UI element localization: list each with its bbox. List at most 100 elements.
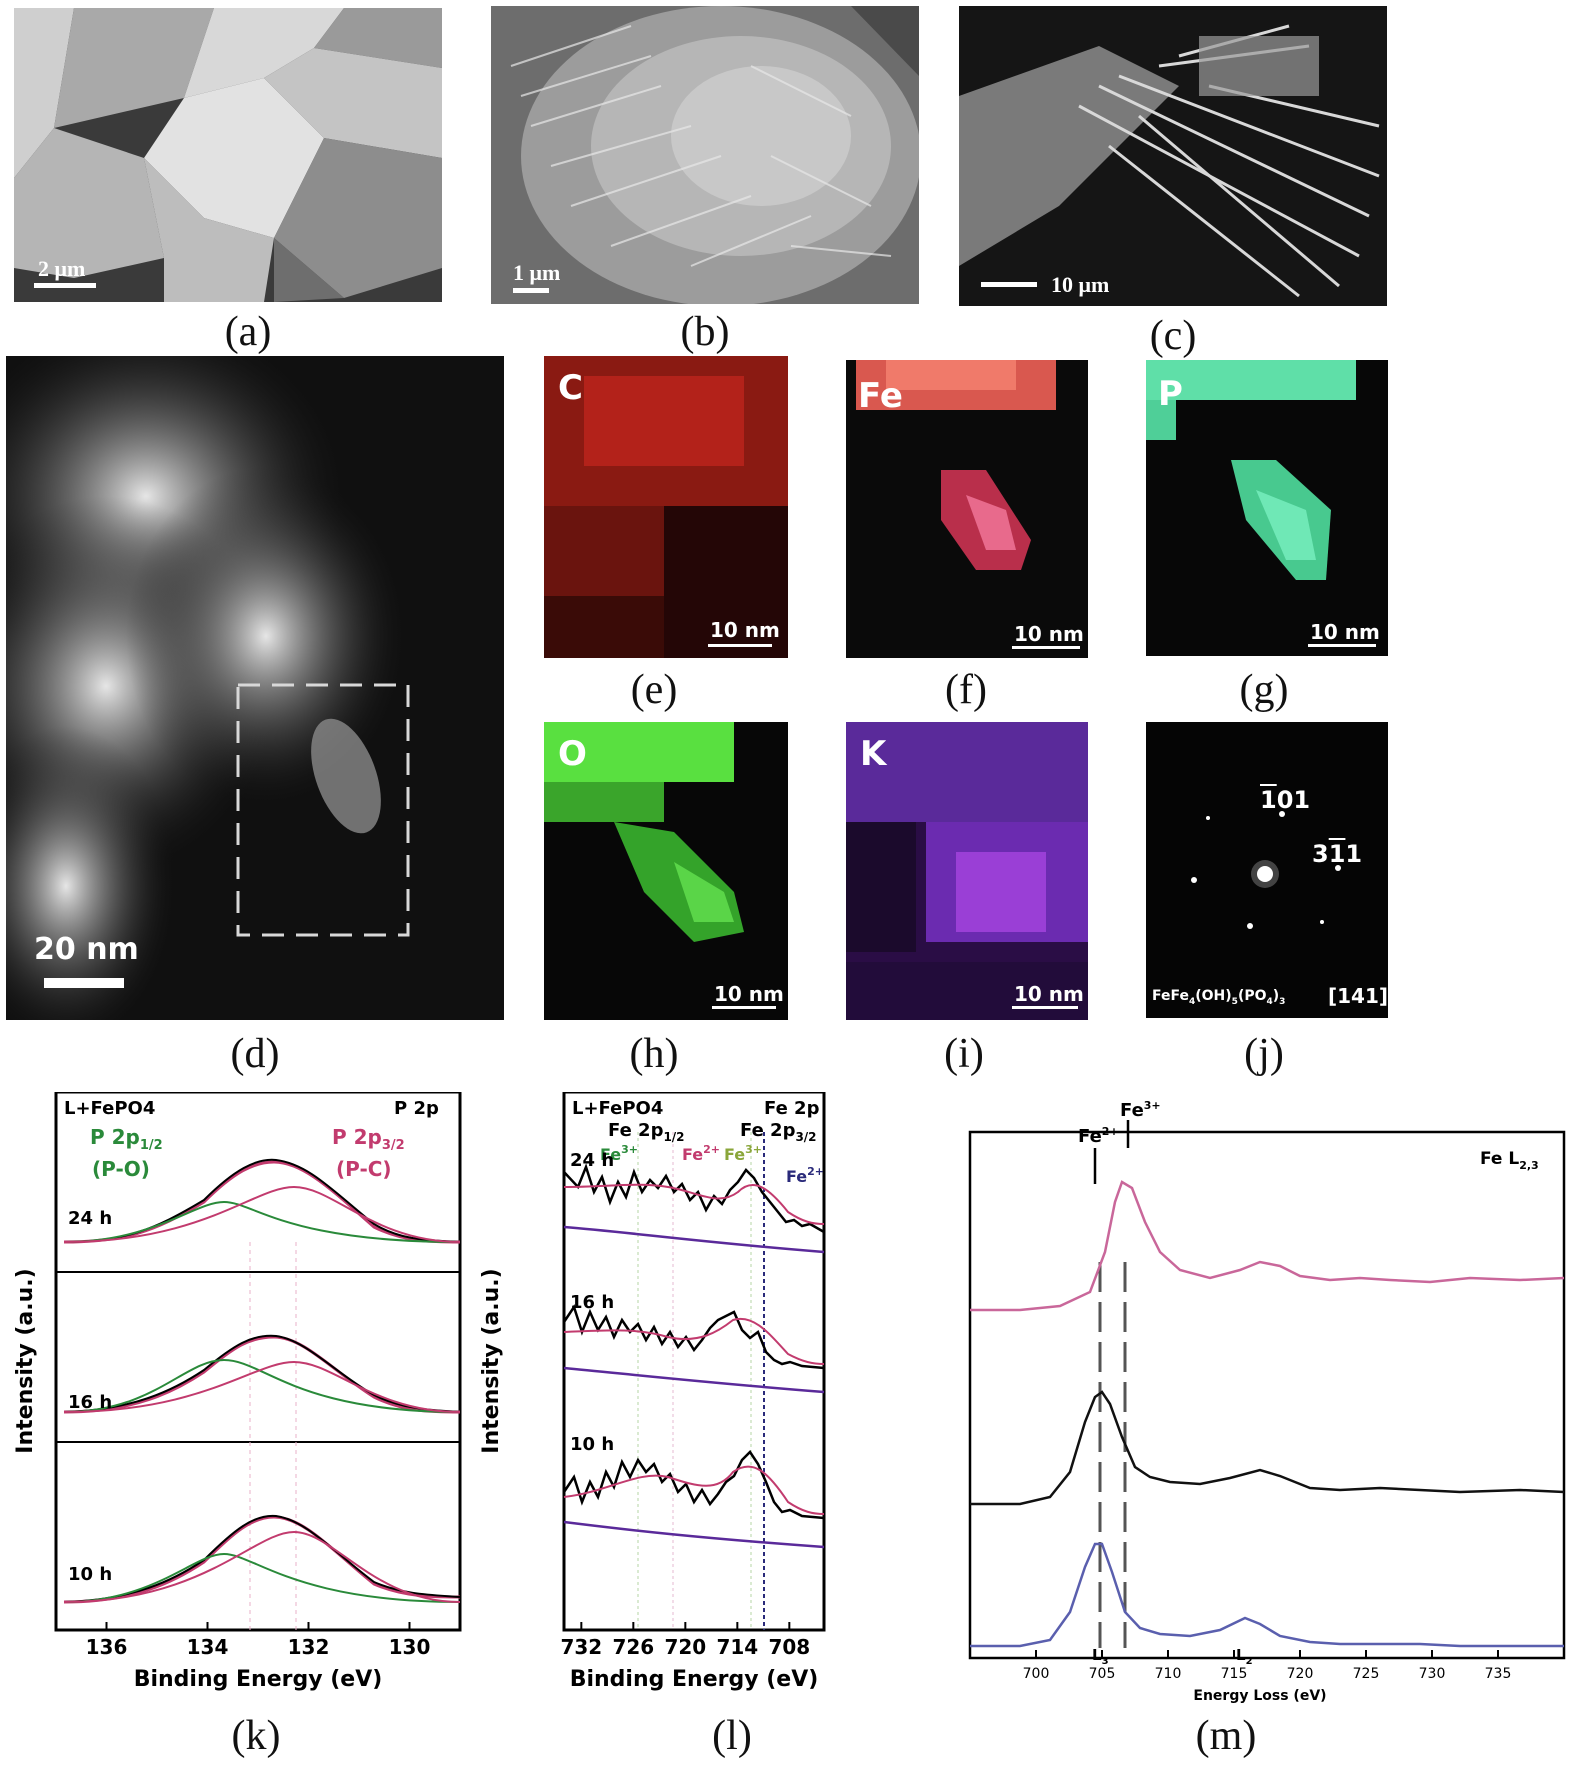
xtick-label: 708 bbox=[768, 1635, 810, 1659]
xps-chart-fe2p: L+FePO4 Fe 2p Fe 2p1/2 Fe 2p3/2 Fe3+ Fe2… bbox=[479, 1092, 826, 1692]
scale-bar-c bbox=[981, 282, 1037, 287]
k-ylabel: Intensity (a.u.) bbox=[13, 1268, 38, 1453]
xtick-label: 715 bbox=[1221, 1666, 1248, 1682]
xtick-label: 714 bbox=[716, 1635, 758, 1659]
xtick-label: 720 bbox=[664, 1635, 706, 1659]
xtick-label: 725 bbox=[1353, 1666, 1380, 1682]
l-annot-fe2p12: Fe 2p1/2 bbox=[608, 1120, 685, 1144]
caption-j: (j) bbox=[1244, 1031, 1284, 1077]
m-curves bbox=[970, 1180, 1565, 1648]
caption-g: (g) bbox=[1239, 667, 1289, 713]
scale-label-c: 10 μm bbox=[1051, 272, 1110, 297]
xps-chart-p2p: L+FePO4 P 2p P 2p1/2 (P-O) P 2p3/2 (P-C)… bbox=[13, 1092, 462, 1692]
k-xlabel: Binding Energy (eV) bbox=[134, 1667, 383, 1692]
m-annot-fe3: Fe3+ bbox=[1120, 1099, 1161, 1121]
element-label-p: P bbox=[1158, 374, 1183, 414]
scale-label-e: 10 nm bbox=[710, 618, 780, 642]
sem-b-fibers bbox=[491, 6, 919, 304]
caption-b: (b) bbox=[680, 309, 730, 355]
scale-label-h: 10 nm bbox=[714, 982, 784, 1006]
saed-pattern-j: 101 311 FeFe4(OH)5(PO4)3 [141] bbox=[1146, 722, 1388, 1018]
m-annot-fe2: Fe2+ bbox=[1078, 1125, 1119, 1147]
xtick-label: 705 bbox=[1089, 1666, 1116, 1682]
l-annot-fe2p32: Fe 2p3/2 bbox=[740, 1120, 817, 1144]
scale-label-i: 10 nm bbox=[1014, 982, 1084, 1006]
k-series-label-1: 16 h bbox=[68, 1392, 112, 1413]
spot-label-2: 311 bbox=[1312, 840, 1363, 868]
scale-bar-b bbox=[513, 288, 549, 293]
stem-d-particles bbox=[6, 356, 504, 1020]
m-annot-l3: L3 bbox=[1092, 1646, 1109, 1667]
scale-bar-g bbox=[1308, 644, 1376, 647]
zone-axis-label: [141] bbox=[1328, 984, 1388, 1008]
l-title-left: L+FePO4 bbox=[572, 1098, 663, 1119]
xtick-label: 132 bbox=[288, 1635, 330, 1659]
scale-label-d: 20 nm bbox=[34, 932, 139, 967]
eds-map-o-signal bbox=[544, 722, 788, 1020]
spot-label-1: 101 bbox=[1260, 786, 1311, 814]
caption-i: (i) bbox=[944, 1031, 984, 1077]
scale-label-b: 1 μm bbox=[513, 260, 561, 285]
l-curves bbox=[562, 1163, 825, 1549]
scale-label-f: 10 nm bbox=[1014, 622, 1084, 646]
l-ylabel: Intensity (a.u.) bbox=[479, 1268, 504, 1453]
sem-c-needles bbox=[959, 6, 1387, 306]
m-xticks: 700 705 710 715 720 725 730 735 bbox=[1023, 1650, 1512, 1682]
eds-map-p: P 10 nm bbox=[1146, 360, 1388, 656]
xtick-label: 726 bbox=[612, 1635, 654, 1659]
saed-spots bbox=[1146, 722, 1388, 1018]
element-label-o: O bbox=[558, 734, 587, 774]
caption-e: (e) bbox=[630, 667, 678, 713]
scale-label-a: 2 μm bbox=[38, 256, 86, 281]
k-curves bbox=[63, 1158, 461, 1604]
caption-c: (c) bbox=[1149, 313, 1197, 359]
l-xlabel: Binding Energy (eV) bbox=[570, 1667, 819, 1692]
formula-label: FeFe4(OH)5(PO4)3 bbox=[1152, 988, 1286, 1007]
scale-bar-f bbox=[1012, 646, 1080, 649]
element-label-c: C bbox=[558, 368, 583, 408]
scale-bar-h bbox=[712, 1006, 776, 1009]
l-annot-fe2-b: Fe2+ bbox=[786, 1165, 824, 1186]
k-annot-po: (P-O) bbox=[92, 1157, 150, 1181]
sem-image-b: 1 μm bbox=[491, 6, 919, 304]
k-annot-p2p32: P 2p3/2 bbox=[332, 1125, 405, 1153]
caption-h: (h) bbox=[629, 1031, 679, 1077]
k-title-left: L+FePO4 bbox=[64, 1098, 155, 1119]
sem-image-a: 2 μm bbox=[14, 8, 442, 302]
caption-a: (a) bbox=[224, 309, 272, 355]
xtick-label: 700 bbox=[1023, 1666, 1050, 1682]
l-frame bbox=[562, 1092, 826, 1632]
caption-d: (d) bbox=[230, 1031, 280, 1077]
scale-bar-i bbox=[1012, 1006, 1078, 1009]
xtick-label: 732 bbox=[560, 1635, 602, 1659]
k-series-label-0: 24 h bbox=[68, 1208, 112, 1229]
caption-m: (m) bbox=[1195, 1713, 1257, 1759]
l-annot-fe2-a: Fe2+ bbox=[682, 1143, 720, 1164]
xtick-label: 730 bbox=[1419, 1666, 1446, 1682]
l-series-label-2: 10 h bbox=[570, 1434, 614, 1455]
eds-map-k-signal bbox=[846, 722, 1088, 1020]
sem-image-c: 10 μm bbox=[959, 6, 1387, 306]
k-annot-p2p12: P 2p1/2 bbox=[90, 1125, 163, 1153]
stem-image-d: 20 nm bbox=[6, 356, 504, 1020]
m-xlabel: Energy Loss (eV) bbox=[1193, 1688, 1326, 1704]
caption-f: (f) bbox=[945, 667, 987, 713]
eds-map-fe-signal bbox=[846, 360, 1088, 658]
element-label-fe: Fe bbox=[858, 376, 903, 416]
k-series-label-2: 10 h bbox=[68, 1564, 112, 1585]
xtick-label: 710 bbox=[1155, 1666, 1182, 1682]
scale-label-g: 10 nm bbox=[1310, 620, 1380, 644]
k-xticks: 136 134 132 130 bbox=[86, 1622, 430, 1659]
element-label-k: K bbox=[860, 734, 887, 774]
l-annot-fe3-b: Fe3+ bbox=[724, 1143, 762, 1164]
eds-map-c: C 10 nm bbox=[544, 356, 788, 658]
xtick-label: 720 bbox=[1287, 1666, 1314, 1682]
scale-bar-d bbox=[44, 978, 124, 988]
xtick-label: 134 bbox=[187, 1635, 229, 1659]
caption-l: (l) bbox=[712, 1713, 752, 1759]
m-annot-l2: L2 bbox=[1236, 1646, 1253, 1667]
caption-k: (k) bbox=[231, 1713, 281, 1759]
xtick-label: 735 bbox=[1485, 1666, 1512, 1682]
m-frame bbox=[968, 1130, 1566, 1660]
sem-a-facets bbox=[14, 8, 442, 302]
